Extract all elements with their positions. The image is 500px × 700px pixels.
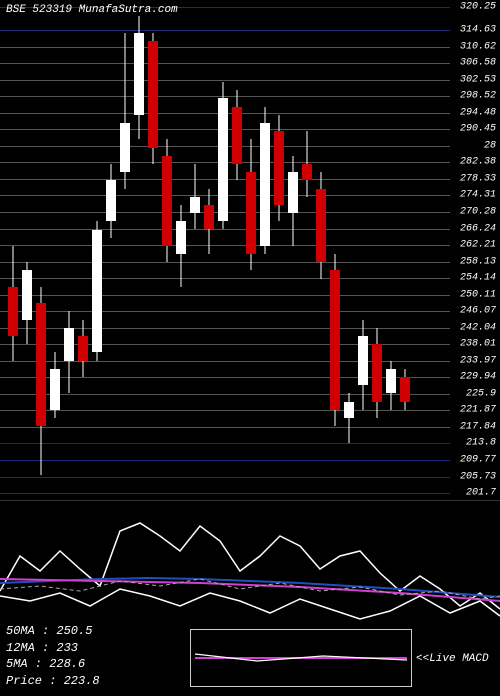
ma5-label: 5MA : 228.6	[6, 656, 100, 673]
candle	[190, 0, 200, 500]
candle	[372, 0, 382, 500]
price-level-label: 209.77	[460, 454, 496, 465]
candle	[288, 0, 298, 500]
candle	[106, 0, 116, 500]
candle	[134, 0, 144, 500]
price-panel: BSE 523319 MunafaSutra.com 320.25 314.63 3…	[0, 0, 500, 500]
price-level-label: 217.84	[460, 421, 496, 432]
candle	[78, 0, 88, 500]
candle	[358, 0, 368, 500]
candle	[36, 0, 46, 500]
price-level-label: 282.38	[460, 157, 496, 168]
price-level-label: 201.7	[466, 488, 496, 499]
price-level-label: 28	[484, 140, 496, 151]
price-level-label: 242.04	[460, 322, 496, 333]
candle	[246, 0, 256, 500]
candle	[386, 0, 396, 500]
candle	[22, 0, 32, 500]
price-level-label: 266.24	[460, 223, 496, 234]
candle	[204, 0, 214, 500]
price-level-label: 233.97	[460, 355, 496, 366]
price-level-label: 278.33	[460, 173, 496, 184]
candle	[218, 0, 228, 500]
price-level-label: 274.31	[460, 190, 496, 201]
price-level-label: 314.63	[460, 25, 496, 36]
symbol-label: BSE 523319	[6, 4, 72, 16]
macd-line-signal-white	[0, 523, 500, 609]
candle	[50, 0, 60, 500]
stats-block: 50MA : 250.5 12MA : 233 5MA : 228.6 Pric…	[6, 623, 100, 690]
candle	[120, 0, 130, 500]
macd-panel: <<Live MACD 50MA : 250.5 12MA : 233 5MA …	[0, 500, 500, 696]
price-level-label: 302.53	[460, 74, 496, 85]
candle	[274, 0, 284, 500]
price-level-label: 246.07	[460, 306, 496, 317]
candle	[330, 0, 340, 500]
price-label: Price : 223.8	[6, 673, 100, 690]
candle	[176, 0, 186, 500]
price-level-label: 221.87	[460, 405, 496, 416]
price-level-label: 310.62	[460, 41, 496, 52]
price-level-label: 294.48	[460, 107, 496, 118]
source-label: MunafaSutra.com	[79, 4, 178, 16]
ma12-label: 12MA : 233	[6, 640, 100, 657]
price-level-label: 225.9	[466, 388, 496, 399]
price-level-label: 254.14	[460, 273, 496, 284]
candle	[92, 0, 102, 500]
candle	[232, 0, 242, 500]
chart-container: BSE 523319 MunafaSutra.com 320.25 314.63 3…	[0, 0, 500, 700]
candle	[148, 0, 158, 500]
price-level-label: 213.8	[466, 438, 496, 449]
live-macd-label: <<Live MACD	[416, 653, 489, 665]
candle	[8, 0, 18, 500]
candle	[162, 0, 172, 500]
price-level-label: 262.21	[460, 240, 496, 251]
price-level-label: 250.11	[460, 289, 496, 300]
macd-line-signal-white-lower	[0, 589, 500, 619]
ma50-label: 50MA : 250.5	[6, 623, 100, 640]
price-level-label: 306.58	[460, 58, 496, 69]
candle	[316, 0, 326, 500]
price-level-label: 229.94	[460, 372, 496, 383]
candle	[344, 0, 354, 500]
price-level-label: 270.28	[460, 206, 496, 217]
live-macd-box	[190, 629, 412, 687]
candle	[260, 0, 270, 500]
price-level-label: 290.45	[460, 124, 496, 135]
price-level-label: 205.73	[460, 471, 496, 482]
chart-header: BSE 523319 MunafaSutra.com	[6, 4, 178, 16]
candle	[64, 0, 74, 500]
price-level-label: 320.25	[460, 2, 496, 13]
live-macd-inner	[191, 630, 411, 686]
price-level-label: 258.13	[460, 256, 496, 267]
candle	[400, 0, 410, 500]
price-level-label: 238.01	[460, 339, 496, 350]
price-level-label: 298.52	[460, 91, 496, 102]
candle	[302, 0, 312, 500]
